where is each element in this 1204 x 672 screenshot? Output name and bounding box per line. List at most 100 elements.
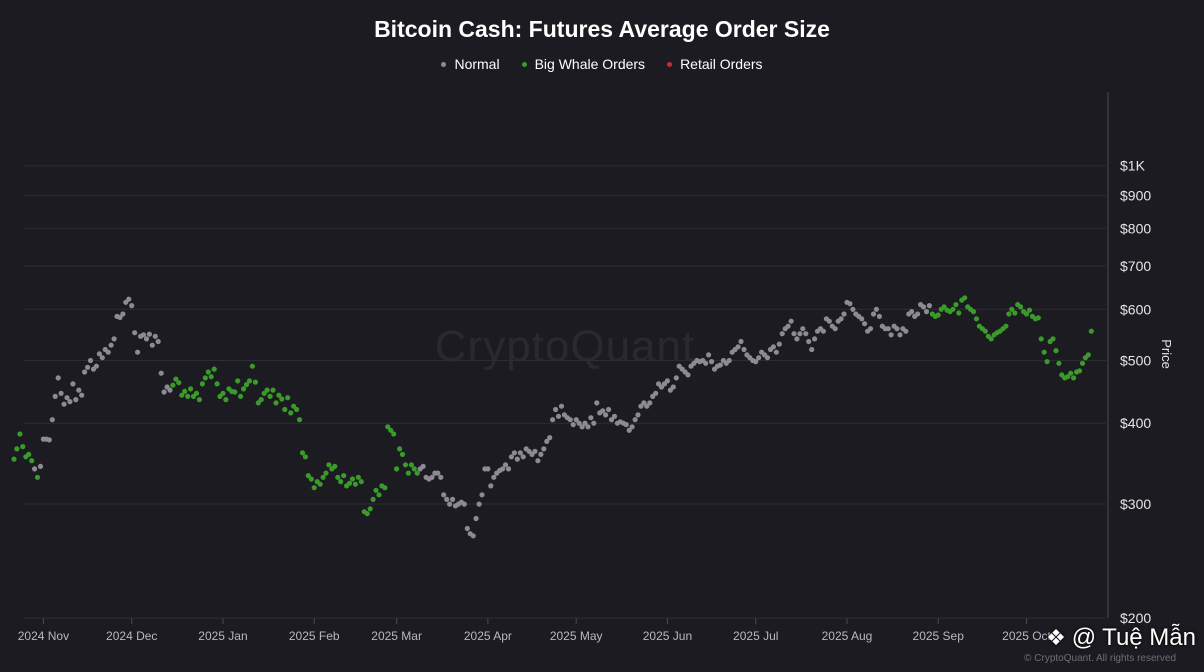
data-point-big-whale-orders[interactable] [332,463,338,469]
data-point-normal[interactable] [447,501,453,507]
data-point-big-whale-orders[interactable] [1044,359,1050,365]
data-point-big-whale-orders[interactable] [950,306,956,312]
data-point-normal[interactable] [473,515,479,522]
data-point-normal[interactable] [788,318,794,324]
data-point-big-whale-orders[interactable] [335,474,341,480]
data-point-big-whale-orders[interactable] [294,406,300,413]
data-point-normal[interactable] [626,427,632,433]
data-point-normal[interactable] [735,344,741,350]
data-point-normal[interactable] [31,466,38,472]
data-point-normal[interactable] [726,357,732,364]
data-point-normal[interactable] [161,389,167,395]
data-point-big-whale-orders[interactable] [185,393,191,399]
data-point-normal[interactable] [888,332,894,338]
data-point-normal[interactable] [538,451,544,457]
data-point-big-whale-orders[interactable] [1026,307,1033,313]
data-point-normal[interactable] [155,338,161,345]
data-point-big-whale-orders[interactable] [308,476,314,482]
data-point-big-whale-orders[interactable] [358,479,364,485]
data-point-big-whale-orders[interactable] [241,386,247,392]
data-point-normal[interactable] [132,330,138,336]
data-point-normal[interactable] [464,525,470,532]
data-point-big-whale-orders[interactable] [173,376,179,382]
data-point-big-whale-orders[interactable] [953,302,959,308]
data-point-normal[interactable] [773,349,779,355]
data-point-normal[interactable] [826,318,832,324]
data-point-normal[interactable] [741,346,747,353]
data-point-normal[interactable] [111,336,117,342]
data-point-normal[interactable] [709,359,715,365]
data-point-big-whale-orders[interactable] [320,474,326,480]
data-point-normal[interactable] [717,362,724,368]
data-point-big-whale-orders[interactable] [276,392,282,398]
data-point-big-whale-orders[interactable] [1018,304,1024,310]
data-point-normal[interactable] [576,420,582,426]
data-point-big-whale-orders[interactable] [196,397,202,403]
data-point-normal[interactable] [158,370,164,376]
data-point-big-whale-orders[interactable] [399,451,406,457]
data-point-normal[interactable] [76,387,82,393]
data-point-big-whale-orders[interactable] [220,390,226,396]
data-point-normal[interactable] [108,342,114,348]
data-point-big-whale-orders[interactable] [1079,360,1086,366]
data-point-big-whale-orders[interactable] [941,304,947,310]
data-point-big-whale-orders[interactable] [1071,375,1077,381]
data-point-normal[interactable] [511,450,517,456]
data-point-big-whale-orders[interactable] [323,470,329,476]
data-point-big-whale-orders[interactable] [394,466,400,472]
data-point-normal[interactable] [820,328,827,334]
data-point-normal[interactable] [37,463,44,469]
data-point-big-whale-orders[interactable] [235,378,241,384]
data-point-normal[interactable] [49,417,55,423]
data-point-big-whale-orders[interactable] [188,386,194,392]
data-point-big-whale-orders[interactable] [258,397,264,403]
data-point-normal[interactable] [500,466,506,472]
data-point-big-whale-orders[interactable] [299,450,306,456]
data-point-normal[interactable] [461,501,467,507]
data-point-normal[interactable] [479,492,485,498]
data-point-normal[interactable] [79,392,85,398]
data-point-normal[interactable] [435,470,441,476]
data-point-big-whale-orders[interactable] [411,466,417,472]
data-point-normal[interactable] [553,406,559,413]
data-point-normal[interactable] [794,336,800,342]
data-point-big-whale-orders[interactable] [246,378,253,384]
data-point-big-whale-orders[interactable] [326,462,332,468]
data-point-normal[interactable] [623,422,629,428]
data-point-big-whale-orders[interactable] [208,374,214,380]
data-point-big-whale-orders[interactable] [1076,368,1083,374]
data-point-normal[interactable] [126,296,132,302]
data-point-big-whale-orders[interactable] [355,474,361,480]
data-point-normal[interactable] [117,314,123,320]
data-point-big-whale-orders[interactable] [205,369,211,375]
data-point-normal[interactable] [850,306,856,312]
data-point-normal[interactable] [532,448,538,454]
data-point-big-whale-orders[interactable] [238,393,244,399]
data-point-big-whale-orders[interactable] [243,382,250,388]
data-point-normal[interactable] [61,401,67,407]
data-point-normal[interactable] [58,390,64,396]
data-point-big-whale-orders[interactable] [179,392,185,398]
data-point-big-whale-orders[interactable] [267,393,273,399]
data-point-normal[interactable] [541,446,547,452]
data-point-normal[interactable] [647,400,653,406]
data-point-normal[interactable] [785,323,791,329]
data-point-big-whale-orders[interactable] [367,506,373,512]
data-point-normal[interactable] [96,351,102,357]
data-point-normal[interactable] [876,313,883,319]
data-point-normal[interactable] [703,360,709,366]
data-point-big-whale-orders[interactable] [26,451,32,457]
data-point-big-whale-orders[interactable] [182,388,188,394]
data-point-big-whale-orders[interactable] [223,397,229,403]
data-point-normal[interactable] [588,415,594,421]
data-point-big-whale-orders[interactable] [311,485,317,491]
data-point-normal[interactable] [567,417,573,423]
data-point-normal[interactable] [544,438,550,444]
data-point-normal[interactable] [897,332,903,338]
data-point-normal[interactable] [812,336,818,342]
data-point-normal[interactable] [535,458,541,464]
data-point-big-whale-orders[interactable] [1035,315,1041,321]
data-point-normal[interactable] [611,413,618,419]
data-point-normal[interactable] [420,463,426,469]
data-point-big-whale-orders[interactable] [1003,323,1009,329]
